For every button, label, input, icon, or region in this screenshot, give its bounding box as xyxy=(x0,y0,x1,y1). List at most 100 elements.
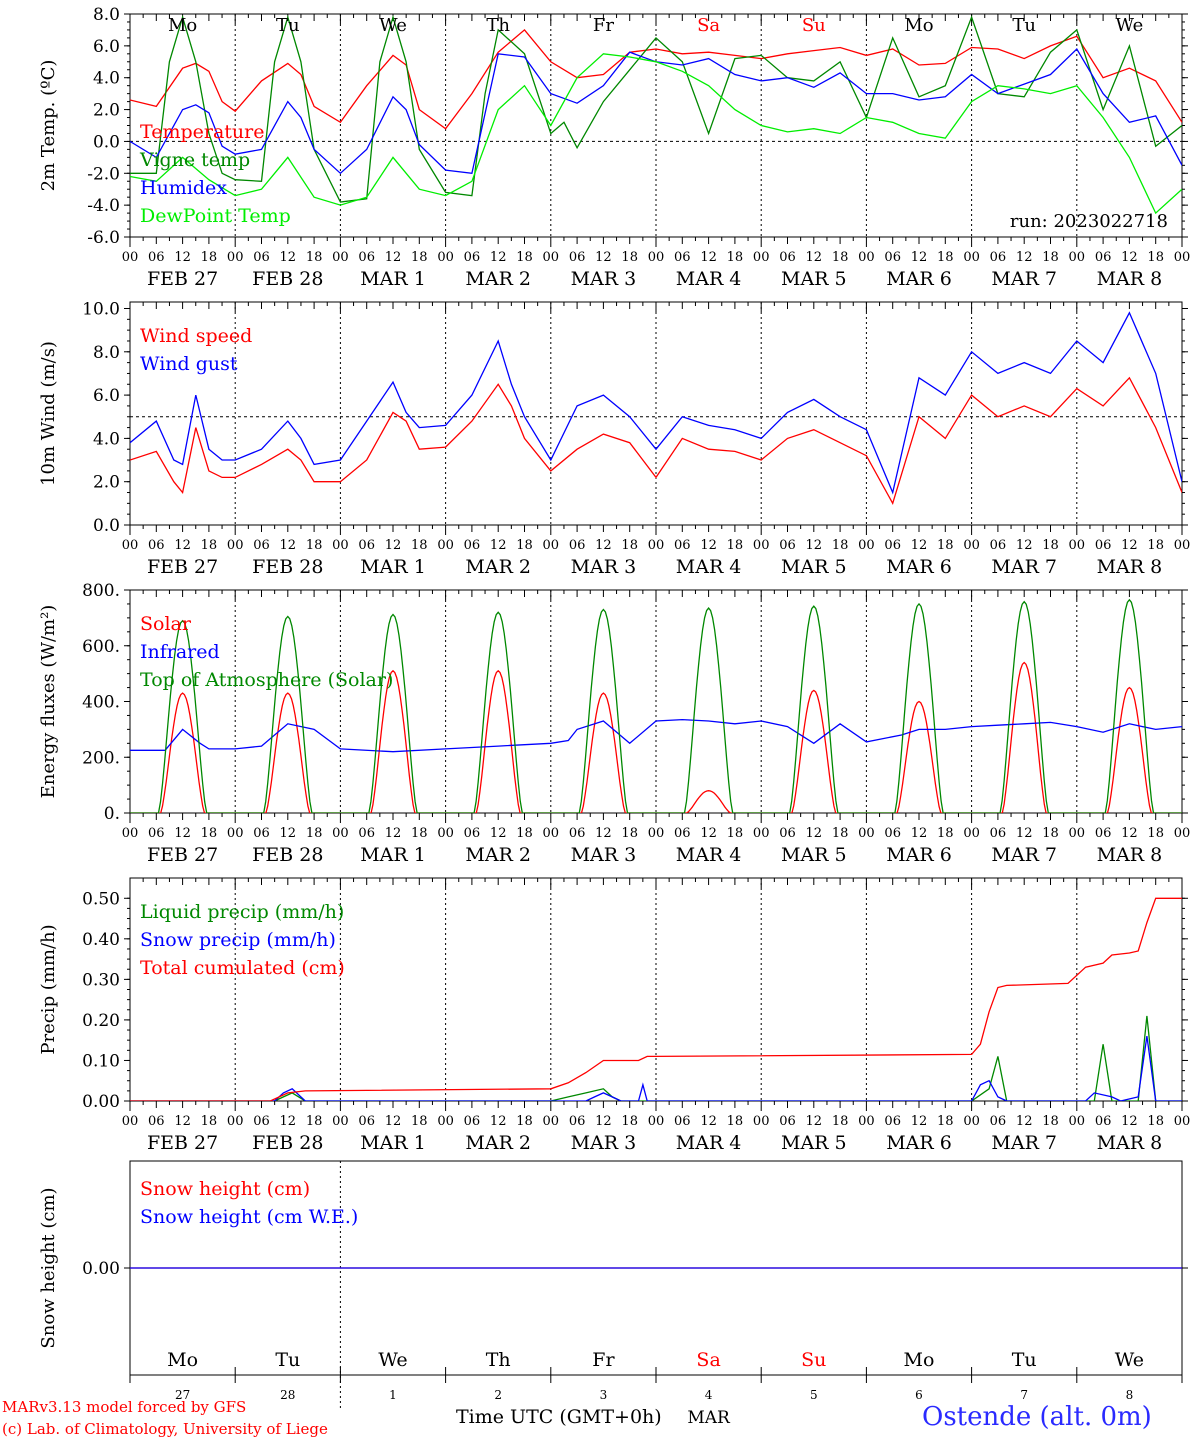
weekday-label: Sa xyxy=(696,1349,720,1371)
hour-tick-label: 00 xyxy=(437,1114,454,1129)
hour-tick-label: 00 xyxy=(437,826,454,841)
y-tick-label: 0.00 xyxy=(82,1092,120,1112)
hour-tick-label: 18 xyxy=(621,538,638,553)
weekday-label: Mo xyxy=(168,15,197,36)
snow-height-panel: 0.00 Snow height (cm) Mo 27 Tu 28 We 1 Th 2 Fr 3 Sa 4… xyxy=(38,1160,1188,1428)
y-tick-label: 0.40 xyxy=(82,930,120,950)
series-line xyxy=(130,1015,1182,1101)
hour-tick-label: 00 xyxy=(227,250,244,265)
hour-tick-label: 18 xyxy=(201,250,218,265)
legend-entry: Snow height (cm) xyxy=(140,1178,310,1200)
model-credit: MARv3.13 model forced by GFS xyxy=(2,1398,247,1416)
hour-tick-label: 06 xyxy=(990,826,1007,841)
weekday-label: Su xyxy=(802,15,826,36)
series-line xyxy=(130,598,1182,813)
date-label: MAR 6 xyxy=(886,556,952,578)
hour-tick-label: 00 xyxy=(437,250,454,265)
hour-tick-label: 12 xyxy=(385,250,402,265)
legend-entry: Humidex xyxy=(140,177,227,199)
weekday-label: Sa xyxy=(697,15,720,36)
date-label: MAR 7 xyxy=(991,556,1057,578)
hour-tick-label: 06 xyxy=(884,826,901,841)
weekday-label: Tu xyxy=(1012,15,1036,36)
date-label: FEB 28 xyxy=(252,1132,323,1154)
y-tick-label: 0.50 xyxy=(82,889,120,909)
y-tick-label: 6.0 xyxy=(93,386,120,406)
hour-tick-label: 12 xyxy=(700,1114,717,1129)
day-number-label: 7 xyxy=(1020,1388,1028,1402)
hour-tick-label: 12 xyxy=(806,250,823,265)
hour-tick-label: 18 xyxy=(411,1114,428,1129)
hour-tick-label: 12 xyxy=(174,250,191,265)
weekday-label: Fr xyxy=(592,1349,615,1371)
weekday-label: Mo xyxy=(904,15,933,36)
hour-tick-label: 18 xyxy=(727,826,744,841)
series-line xyxy=(130,28,1182,130)
hour-tick-label: 06 xyxy=(884,250,901,265)
y-tick-label: 0.00 xyxy=(82,1259,120,1279)
hour-tick-label: 06 xyxy=(1095,826,1112,841)
hour-tick-label: 18 xyxy=(1147,1114,1164,1129)
hour-tick-label: 12 xyxy=(174,826,191,841)
hour-tick-label: 06 xyxy=(358,250,375,265)
hour-tick-label: 18 xyxy=(727,538,744,553)
weekday-label: Mo xyxy=(167,1349,198,1371)
hour-tick-label: 06 xyxy=(884,1114,901,1129)
hour-tick-label: 06 xyxy=(253,538,270,553)
date-label: FEB 27 xyxy=(147,844,218,866)
weekday-label: Tu xyxy=(276,15,300,36)
series-line xyxy=(130,53,1182,215)
hour-tick-label: 00 xyxy=(963,538,980,553)
date-label: MAR 3 xyxy=(571,268,637,290)
date-label: MAR 5 xyxy=(781,556,847,578)
series-line xyxy=(130,376,1182,505)
y-tick-label: 6.0 xyxy=(93,37,120,57)
date-label: MAR 3 xyxy=(571,556,637,578)
hour-tick-label: 00 xyxy=(1174,826,1191,841)
y-tick-label: 0.0 xyxy=(93,132,120,152)
date-label: MAR 1 xyxy=(360,556,426,578)
weekday-label: Th xyxy=(486,15,510,36)
hour-tick-label: 00 xyxy=(543,250,560,265)
hour-tick-label: 00 xyxy=(227,1114,244,1129)
day-number-label: 1 xyxy=(389,1388,397,1402)
hour-tick-label: 18 xyxy=(306,250,323,265)
day-number-label: 2 xyxy=(494,1388,502,1402)
date-label: MAR 2 xyxy=(465,268,531,290)
energy-flux-panel: 800. 600. 400. 200. 0. Energy fluxes (W/m²) 00… xyxy=(38,581,1190,866)
hour-tick-label: 12 xyxy=(1016,250,1033,265)
hour-tick-label: 06 xyxy=(569,538,586,553)
date-label: MAR 2 xyxy=(465,1132,531,1154)
weekday-label: We xyxy=(379,15,407,36)
hour-tick-label: 06 xyxy=(464,538,481,553)
hour-tick-label: 00 xyxy=(963,826,980,841)
hour-tick-label: 18 xyxy=(937,1114,954,1129)
hour-tick-label: 18 xyxy=(937,538,954,553)
hour-tick-label: 12 xyxy=(280,250,297,265)
hour-tick-label: 18 xyxy=(1042,538,1059,553)
hour-tick-label: 00 xyxy=(543,826,560,841)
y-tick-label: 0.10 xyxy=(82,1051,120,1071)
month-label: MAR xyxy=(687,1408,731,1428)
hour-tick-label: 18 xyxy=(306,538,323,553)
series-line xyxy=(130,14,1182,203)
hour-tick-label: 06 xyxy=(779,250,796,265)
date-label: MAR 6 xyxy=(886,1132,952,1154)
date-label: MAR 8 xyxy=(1097,556,1163,578)
hour-tick-label: 12 xyxy=(911,538,928,553)
legend-entry: Vigne temp xyxy=(139,149,250,171)
date-label: MAR 4 xyxy=(676,844,742,866)
hour-tick-label: 00 xyxy=(1069,1114,1086,1129)
legend-entry: DewPoint Temp xyxy=(140,205,291,227)
y-tick-label: 2.0 xyxy=(93,473,120,493)
date-label: MAR 4 xyxy=(676,1132,742,1154)
hour-tick-label: 18 xyxy=(1042,250,1059,265)
hour-tick-label: 18 xyxy=(937,826,954,841)
y-tick-label: 200. xyxy=(82,748,120,768)
hour-tick-label: 12 xyxy=(1016,1114,1033,1129)
hour-tick-label: 18 xyxy=(516,538,533,553)
hour-tick-label: 12 xyxy=(1121,538,1138,553)
hour-tick-label: 06 xyxy=(674,250,691,265)
hour-tick-label: 18 xyxy=(201,1114,218,1129)
hour-tick-label: 18 xyxy=(411,538,428,553)
